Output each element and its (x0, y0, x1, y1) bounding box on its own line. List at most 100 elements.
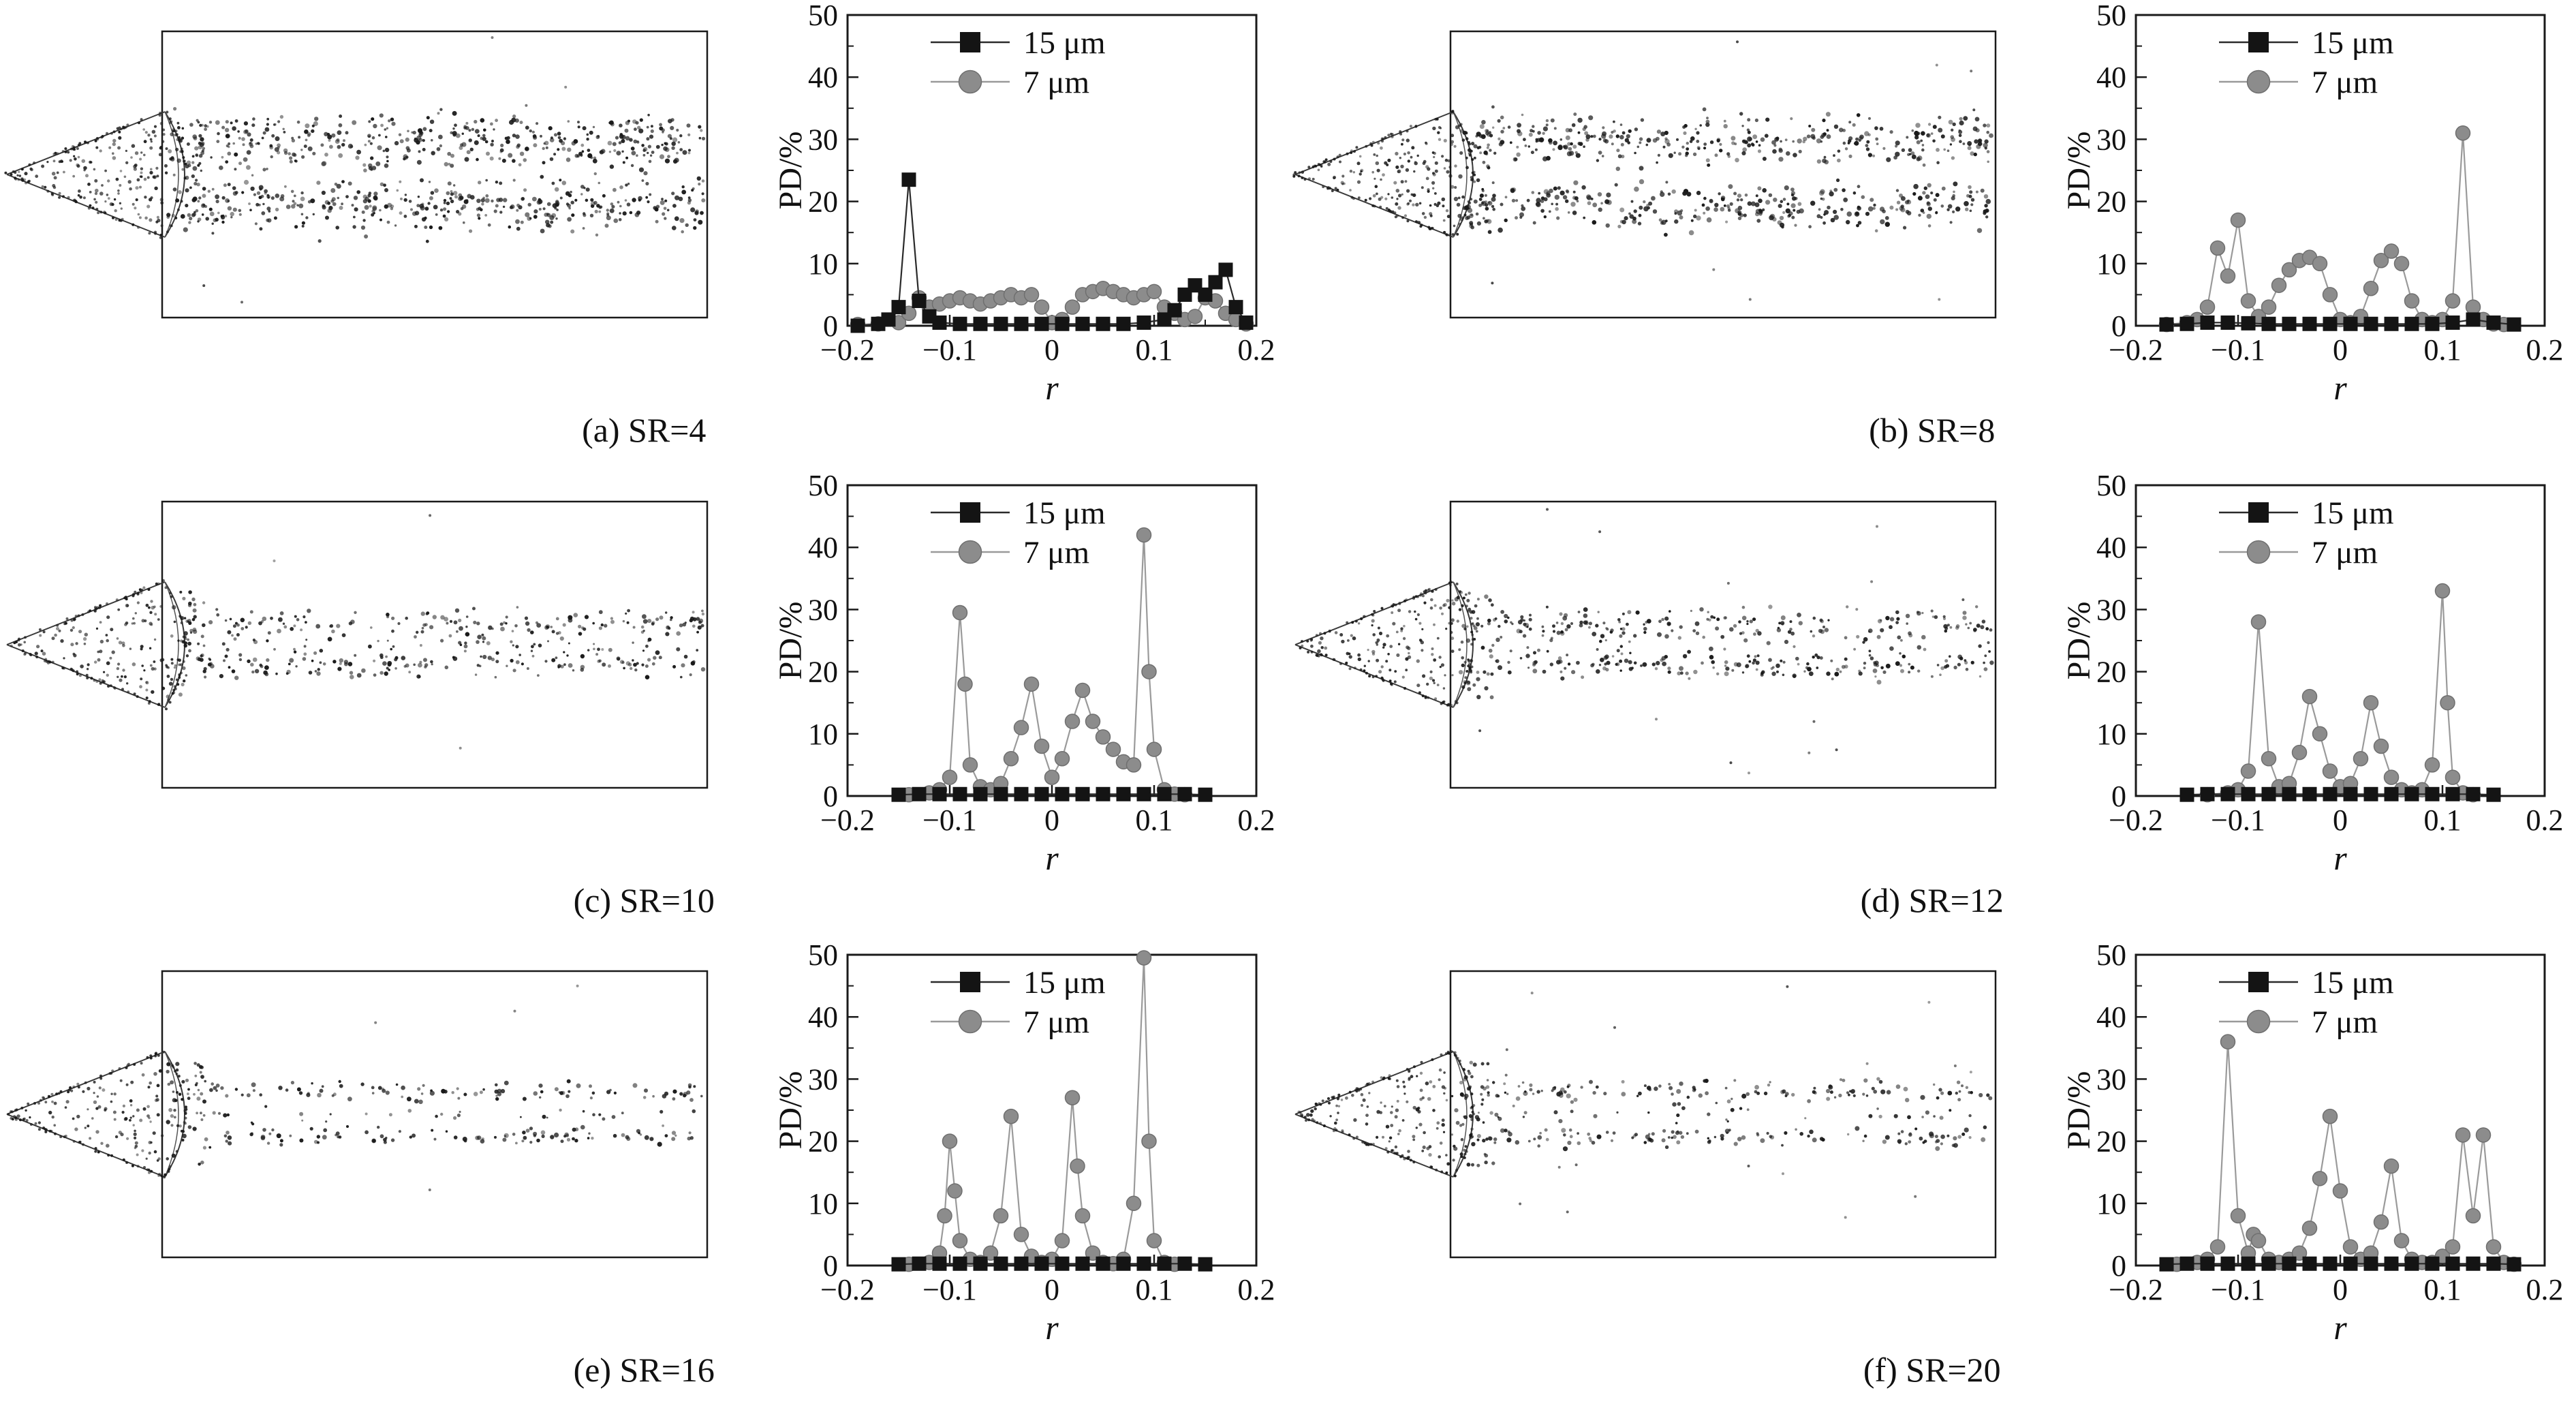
particle-dispersion-view-d (1294, 500, 1996, 788)
particle-dispersion-view-a (4, 30, 709, 319)
svg-text:0: 0 (2333, 333, 2348, 367)
svg-text:20: 20 (808, 185, 838, 219)
panel-e: 0 10 20 30 40 50 −0.2 −0.1 0 0.1 0.2 PD/% r 15 μm 7 μm… (0, 940, 1288, 1410)
panel-b: 0 10 20 30 40 50 −0.2 −0.1 0 0.1 0.2 PD/% r 15 μm 7 μm… (1288, 0, 2576, 470)
panel-caption-d: (d) SR=12 (1860, 880, 2004, 919)
svg-text:15 μm: 15 μm (1023, 25, 1106, 61)
svg-text:−0.1: −0.1 (922, 803, 977, 837)
particle-dispersion-view-c (6, 500, 709, 788)
svg-text:0: 0 (823, 309, 838, 343)
svg-text:PD/%: PD/% (777, 132, 809, 210)
svg-text:50: 50 (808, 0, 838, 32)
svg-text:10: 10 (2096, 247, 2126, 281)
svg-text:7 μm: 7 μm (1023, 535, 1089, 570)
svg-text:10: 10 (808, 717, 838, 750)
svg-text:0: 0 (1044, 803, 1059, 837)
svg-text:20: 20 (2096, 655, 2126, 688)
svg-text:−0.1: −0.1 (922, 1273, 977, 1306)
panel-caption-a: (a) SR=4 (582, 411, 707, 449)
svg-text:0: 0 (2111, 309, 2126, 343)
svg-text:50: 50 (2096, 0, 2126, 32)
svg-text:40: 40 (808, 1001, 838, 1034)
svg-text:50: 50 (2096, 470, 2126, 502)
svg-text:10: 10 (808, 247, 838, 281)
svg-text:20: 20 (808, 1125, 838, 1159)
svg-text:0: 0 (823, 780, 838, 813)
svg-text:30: 30 (2096, 123, 2126, 156)
svg-text:40: 40 (2096, 531, 2126, 564)
svg-text:−0.2: −0.2 (820, 1273, 875, 1306)
panel-caption-f: (f) SR=20 (1863, 1351, 2001, 1390)
svg-text:20: 20 (2096, 185, 2126, 219)
particle-dispersion-view-f (1294, 970, 1996, 1259)
svg-text:0.1: 0.1 (2423, 333, 2461, 367)
svg-text:50: 50 (808, 940, 838, 972)
panel-caption-e: (e) SR=16 (573, 1351, 715, 1390)
svg-text:7 μm: 7 μm (2312, 65, 2378, 100)
svg-text:15 μm: 15 μm (1023, 965, 1106, 1000)
svg-text:7 μm: 7 μm (1023, 65, 1089, 100)
panel-f: 0 10 20 30 40 50 −0.2 −0.1 0 0.1 0.2 PD/% r 15 μm 7 μm… (1288, 940, 2576, 1410)
pd-distribution-chart-e: 0 10 20 30 40 50 −0.2 −0.1 0 0.1 0.2 PD/% r 15 μm 7 μm (777, 940, 1275, 1347)
svg-text:−0.2: −0.2 (2109, 803, 2163, 837)
svg-text:r: r (2333, 839, 2347, 877)
svg-text:r: r (1045, 839, 1059, 877)
svg-text:PD/%: PD/% (2065, 601, 2097, 679)
panel-a: 0 10 20 30 40 50 −0.2 −0.1 0 0.1 0.2 PD/% r 15 μm 7 μm… (0, 0, 1288, 470)
svg-text:r: r (1045, 369, 1059, 407)
svg-text:30: 30 (808, 123, 838, 156)
svg-text:0: 0 (823, 1249, 838, 1283)
svg-text:0.1: 0.1 (1136, 1273, 1173, 1306)
pd-distribution-chart-a: 0 10 20 30 40 50 −0.2 −0.1 0 0.1 0.2 PD/% r 15 μm 7 μm (777, 0, 1275, 407)
panel-c: 0 10 20 30 40 50 −0.2 −0.1 0 0.1 0.2 PD/% r 15 μm 7 μm… (0, 470, 1288, 940)
svg-text:0.1: 0.1 (1136, 803, 1173, 837)
svg-text:30: 30 (808, 593, 838, 626)
svg-text:0: 0 (2333, 803, 2348, 837)
svg-text:PD/%: PD/% (777, 601, 809, 679)
svg-text:15 μm: 15 μm (2312, 495, 2394, 531)
svg-text:30: 30 (2096, 593, 2126, 626)
svg-text:PD/%: PD/% (777, 1071, 809, 1150)
svg-text:0.2: 0.2 (2526, 803, 2563, 837)
svg-text:7 μm: 7 μm (2312, 535, 2378, 570)
svg-text:40: 40 (808, 531, 838, 564)
pd-distribution-chart-c: 0 10 20 30 40 50 −0.2 −0.1 0 0.1 0.2 PD/% r 15 μm 7 μm (777, 470, 1275, 877)
svg-text:0.2: 0.2 (2526, 333, 2563, 367)
svg-text:0: 0 (2111, 780, 2126, 813)
svg-text:50: 50 (808, 470, 838, 502)
svg-text:0: 0 (1044, 1273, 1059, 1306)
svg-text:10: 10 (808, 1187, 838, 1221)
svg-text:0.2: 0.2 (1238, 803, 1275, 837)
svg-text:−0.2: −0.2 (2109, 333, 2163, 367)
svg-text:30: 30 (808, 1063, 838, 1097)
svg-text:−0.1: −0.1 (2211, 333, 2265, 367)
panel-caption-c: (c) SR=10 (573, 880, 715, 919)
svg-text:15 μm: 15 μm (1023, 495, 1106, 531)
svg-text:PD/%: PD/% (2065, 132, 2097, 210)
particle-dispersion-view-e (6, 970, 709, 1259)
svg-text:0.1: 0.1 (1136, 333, 1173, 367)
svg-text:0.1: 0.1 (2423, 803, 2461, 837)
svg-text:20: 20 (808, 655, 838, 688)
svg-text:7 μm: 7 μm (1023, 1005, 1089, 1040)
svg-text:0.2: 0.2 (1238, 1273, 1275, 1306)
svg-text:40: 40 (2096, 61, 2126, 94)
svg-text:0: 0 (1044, 333, 1059, 367)
svg-text:−0.2: −0.2 (820, 803, 875, 837)
svg-text:15 μm: 15 μm (2312, 25, 2394, 61)
panel-d: 0 10 20 30 40 50 −0.2 −0.1 0 0.1 0.2 PD/% r 15 μm 7 μm… (1288, 470, 2576, 940)
svg-text:−0.1: −0.1 (922, 333, 977, 367)
svg-text:r: r (2333, 369, 2347, 407)
svg-text:r: r (1045, 1308, 1059, 1347)
pd-distribution-chart-b: 0 10 20 30 40 50 −0.2 −0.1 0 0.1 0.2 PD/% r 15 μm 7 μm (2065, 0, 2564, 407)
svg-text:−0.1: −0.1 (2211, 803, 2265, 837)
particle-dispersion-view-b (1292, 30, 1996, 319)
pd-distribution-chart-d: 0 10 20 30 40 50 −0.2 −0.1 0 0.1 0.2 PD/% r 15 μm 7 μm (2065, 470, 2564, 877)
svg-text:−0.2: −0.2 (820, 333, 875, 367)
svg-text:10: 10 (2096, 717, 2126, 750)
svg-text:0.2: 0.2 (1238, 333, 1275, 367)
svg-text:40: 40 (808, 61, 838, 94)
panel-caption-b: (b) SR=8 (1869, 411, 1996, 449)
